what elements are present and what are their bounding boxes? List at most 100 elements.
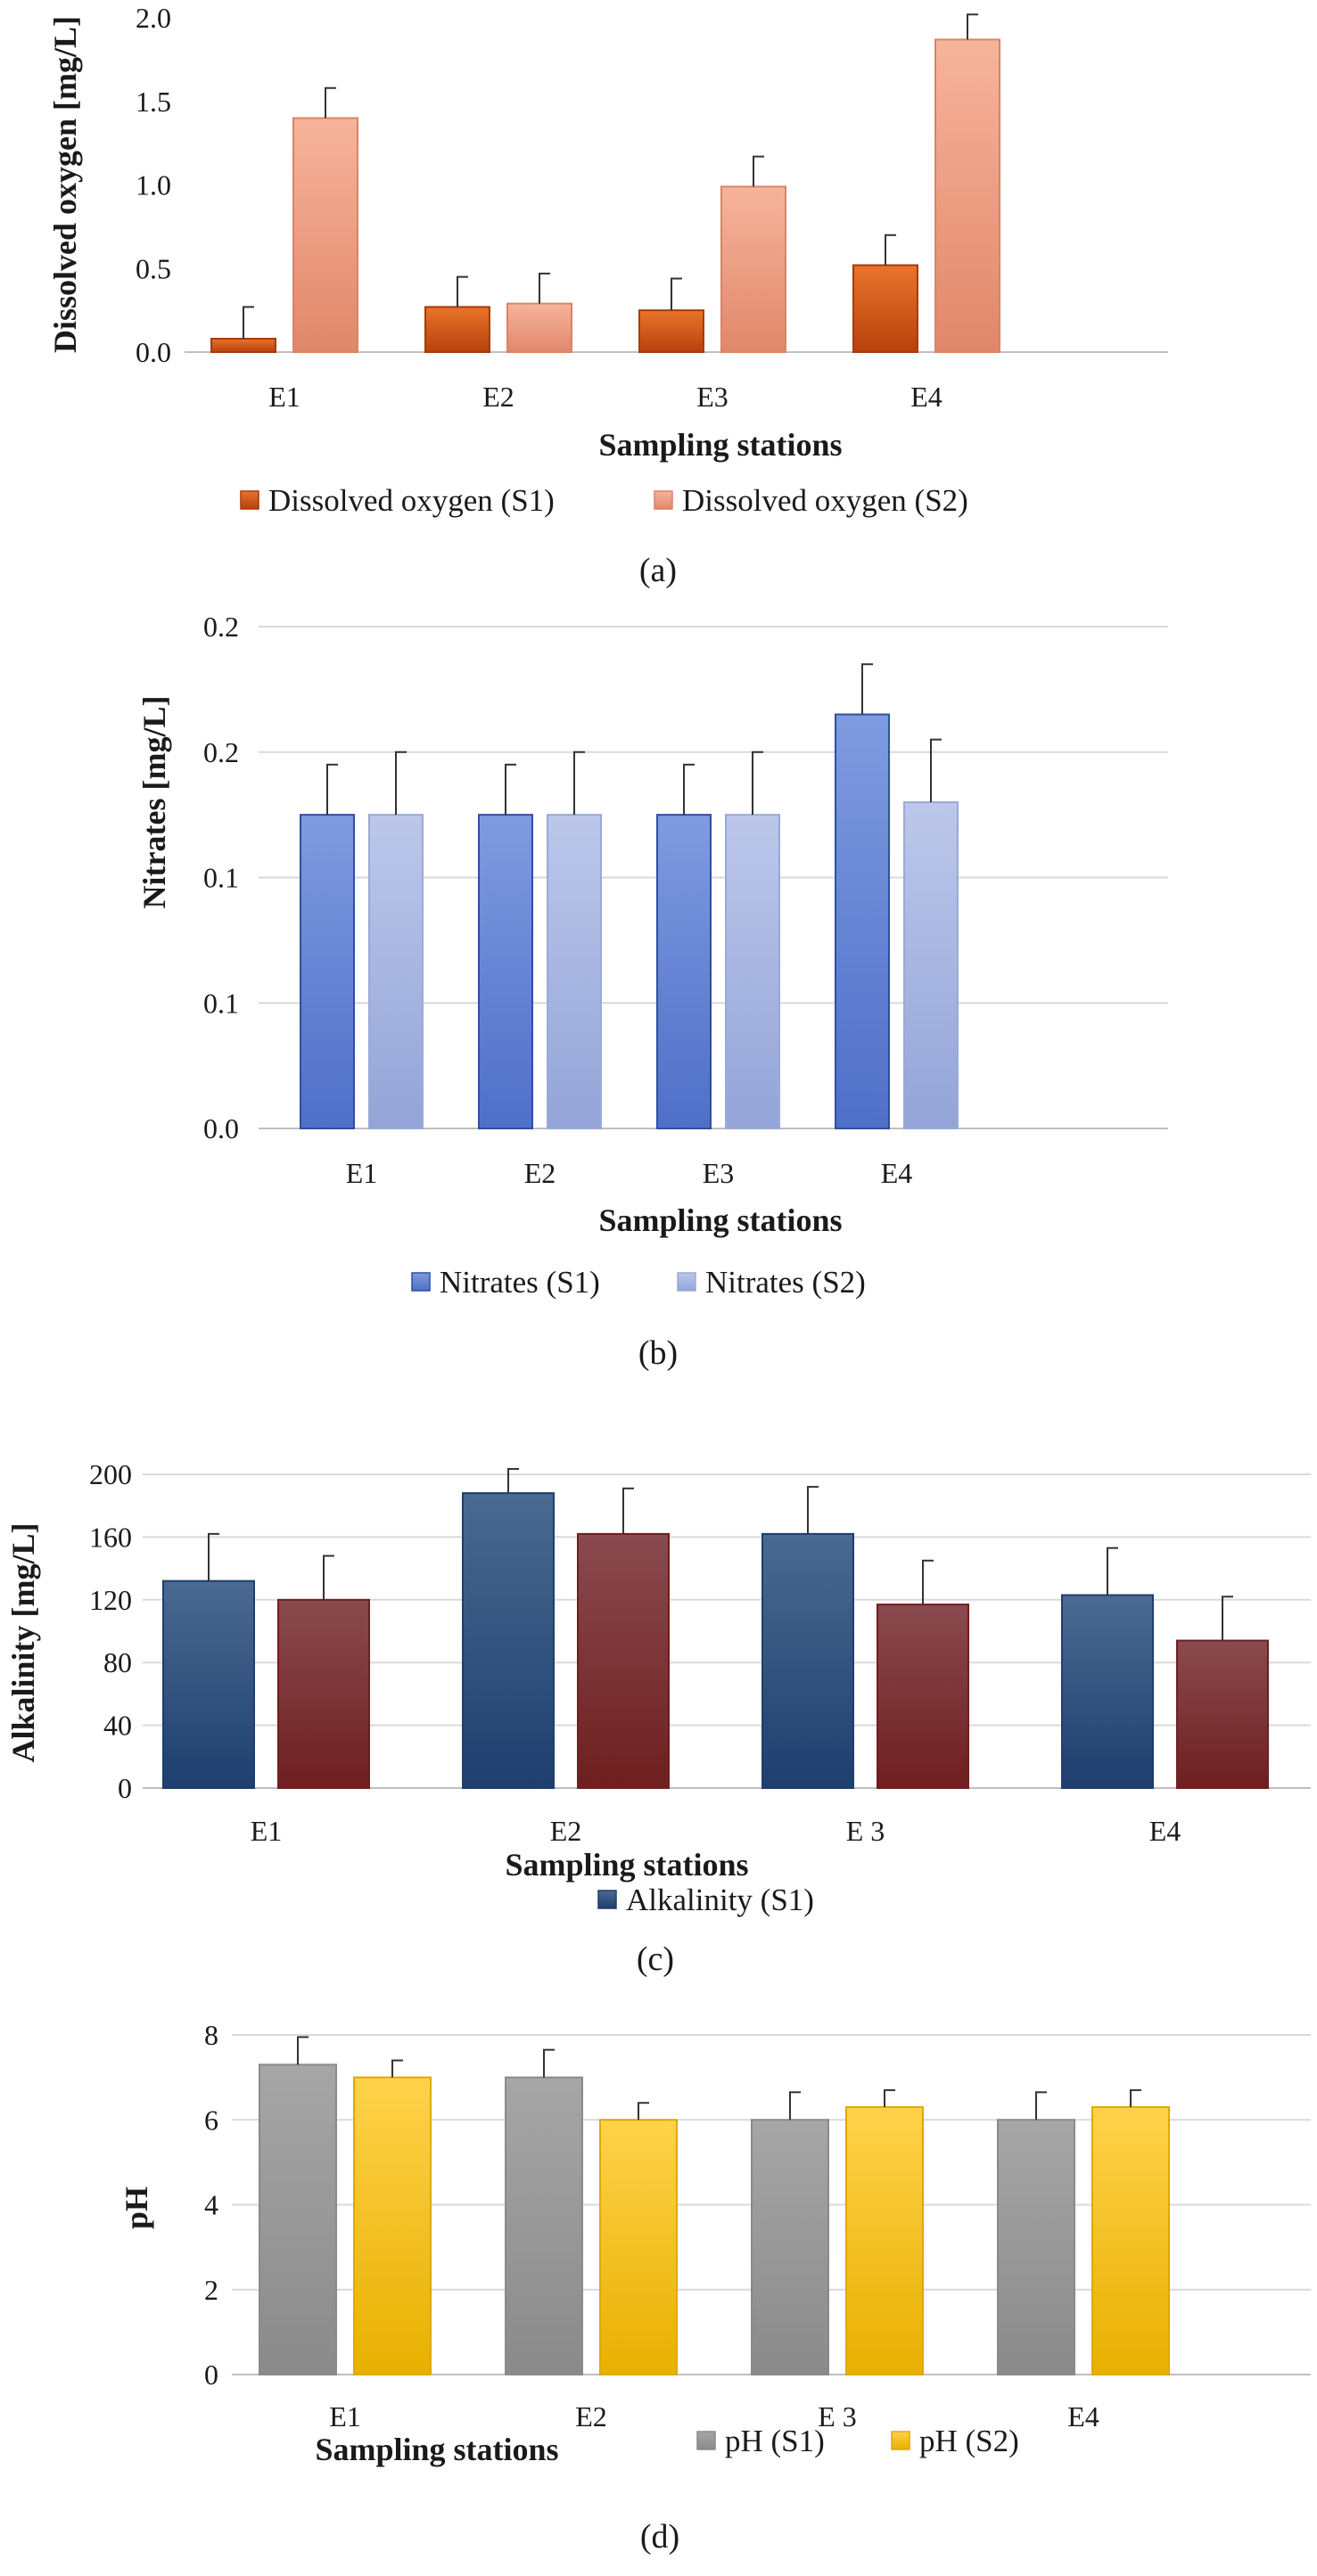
y-tick-label: 0.2 xyxy=(203,736,239,768)
y-tick-label: 0 xyxy=(204,2359,218,2391)
bar xyxy=(162,1579,255,1790)
x-tick-label: E1 xyxy=(251,1815,283,1847)
legend-swatch xyxy=(597,1890,617,1909)
y-tick-label: 200 xyxy=(89,1458,132,1490)
x-tick-label: E3 xyxy=(703,1157,735,1189)
x-tick-label: E2 xyxy=(524,1157,556,1189)
y-tick-label: 0.5 xyxy=(136,252,171,284)
bar xyxy=(506,302,572,353)
y-tick-label: 4 xyxy=(204,2189,218,2221)
x-tick-label: E 3 xyxy=(846,1815,885,1847)
x-tick-label: E2 xyxy=(482,381,514,413)
chart-panel-2: 0 40 80 120 160 200 E1 E2 E 3 E4 Alkalinity [mg/L]… xyxy=(5,1458,1311,1978)
legend-label: Dissolved oxygen (S2) xyxy=(682,483,968,518)
legend-swatch xyxy=(696,2431,716,2450)
legend-swatch xyxy=(411,1272,431,1292)
legend-label: Nitrates (S2) xyxy=(705,1265,866,1300)
y-tick-label: 1.0 xyxy=(136,169,171,201)
x-axis-title: Sampling stations xyxy=(598,1202,842,1238)
bar xyxy=(761,1532,854,1789)
x-axis-title: Sampling stations xyxy=(315,2432,558,2467)
bar xyxy=(599,2119,678,2375)
bar xyxy=(934,38,1000,353)
x-tick-label: E4 xyxy=(1149,1815,1181,1847)
y-tick-label: 0.1 xyxy=(203,987,239,1019)
legend-label: Nitrates (S1) xyxy=(440,1265,600,1300)
bar xyxy=(259,2063,337,2375)
bar xyxy=(277,1598,370,1790)
x-axis-title: Sampling stations xyxy=(505,1847,748,1883)
bar xyxy=(997,2119,1075,2375)
y-tick-label: 1.5 xyxy=(136,86,171,118)
y-axis-title: Dissolved oxygen [mg/L] xyxy=(47,16,83,353)
legend-label: Alkalinity (S1) xyxy=(626,1883,814,1917)
legend-swatch xyxy=(891,2431,910,2450)
chart-panel-1: 0.0 0.1 0.1 0.2 0.2 E1 E2 E3 E4 Nitrates [mg/L] Sa… xyxy=(136,611,1168,1372)
x-tick-label: E4 xyxy=(1067,2400,1099,2432)
legend-label: pH (S1) xyxy=(725,2424,825,2458)
y-tick-label: 120 xyxy=(89,1584,132,1616)
y-tick-label: 6 xyxy=(204,2104,218,2136)
legend-swatch xyxy=(677,1272,696,1292)
bar xyxy=(292,117,358,353)
x-tick-label: E3 xyxy=(696,381,728,413)
y-axis-title: pH xyxy=(119,2186,154,2229)
x-tick-label: E4 xyxy=(910,381,942,413)
bar xyxy=(478,814,533,1129)
bar xyxy=(845,2105,924,2375)
bar xyxy=(725,814,780,1129)
legend-swatch xyxy=(654,490,673,510)
y-tick-label: 80 xyxy=(103,1646,132,1678)
y-tick-label: 0.0 xyxy=(136,336,171,368)
x-tick-label: E1 xyxy=(329,2400,361,2432)
y-tick-label: 0.1 xyxy=(203,862,239,894)
bar xyxy=(751,2119,829,2375)
y-tick-label: 8 xyxy=(204,2019,218,2051)
bar xyxy=(462,1492,555,1789)
bar xyxy=(368,814,424,1129)
y-tick-label: 0.0 xyxy=(203,1112,239,1144)
x-axis-title: Sampling stations xyxy=(598,427,842,463)
chart-panel-3: 0 2 4 6 8 E1 E2 E 3 E4 pH Sampling stations pH (S1)… xyxy=(119,2019,1311,2555)
bar xyxy=(1176,1639,1269,1790)
bar xyxy=(638,309,704,353)
bar xyxy=(852,264,918,353)
bar xyxy=(547,814,602,1129)
x-tick-label: E1 xyxy=(268,381,300,413)
x-tick-label: E1 xyxy=(346,1157,378,1189)
panel-caption: (d) xyxy=(640,2518,679,2555)
panel-caption: (b) xyxy=(638,1334,678,1372)
y-tick-label: 0 xyxy=(118,1772,132,1804)
bar xyxy=(903,801,959,1129)
bar xyxy=(835,713,890,1130)
bar xyxy=(656,814,712,1129)
legend-label: Dissolved oxygen (S1) xyxy=(268,483,555,518)
bar xyxy=(505,2076,583,2375)
x-tick-label: E 3 xyxy=(818,2400,857,2432)
bar xyxy=(424,306,490,353)
bar xyxy=(1061,1594,1154,1790)
panel-caption: (a) xyxy=(639,552,677,589)
panel-caption: (c) xyxy=(637,1940,674,1978)
bar xyxy=(877,1604,969,1789)
bar xyxy=(210,338,276,353)
x-tick-label: E2 xyxy=(550,1815,582,1847)
bar xyxy=(720,185,786,353)
y-tick-label: 2.0 xyxy=(136,2,171,34)
bar xyxy=(300,814,355,1129)
y-tick-label: 40 xyxy=(103,1710,132,1742)
bar xyxy=(577,1532,670,1789)
legend-label: pH (S2) xyxy=(919,2424,1019,2458)
x-tick-label: E2 xyxy=(575,2400,607,2432)
x-tick-label: E4 xyxy=(881,1157,913,1189)
chart-panel-0: 0.0 0.5 1.0 1.5 2.0 E1 E2 E3 E4 Dissolved oxygen … xyxy=(47,2,1168,589)
y-axis-title: Nitrates [mg/L] xyxy=(136,696,172,909)
y-axis-title: Alkalinity [mg/L] xyxy=(5,1522,41,1762)
bar xyxy=(353,2076,432,2375)
bar xyxy=(1091,2105,1170,2375)
legend-swatch xyxy=(240,490,259,510)
y-tick-label: 2 xyxy=(204,2274,218,2306)
y-tick-label: 0.2 xyxy=(203,611,239,643)
y-tick-label: 160 xyxy=(89,1521,132,1553)
